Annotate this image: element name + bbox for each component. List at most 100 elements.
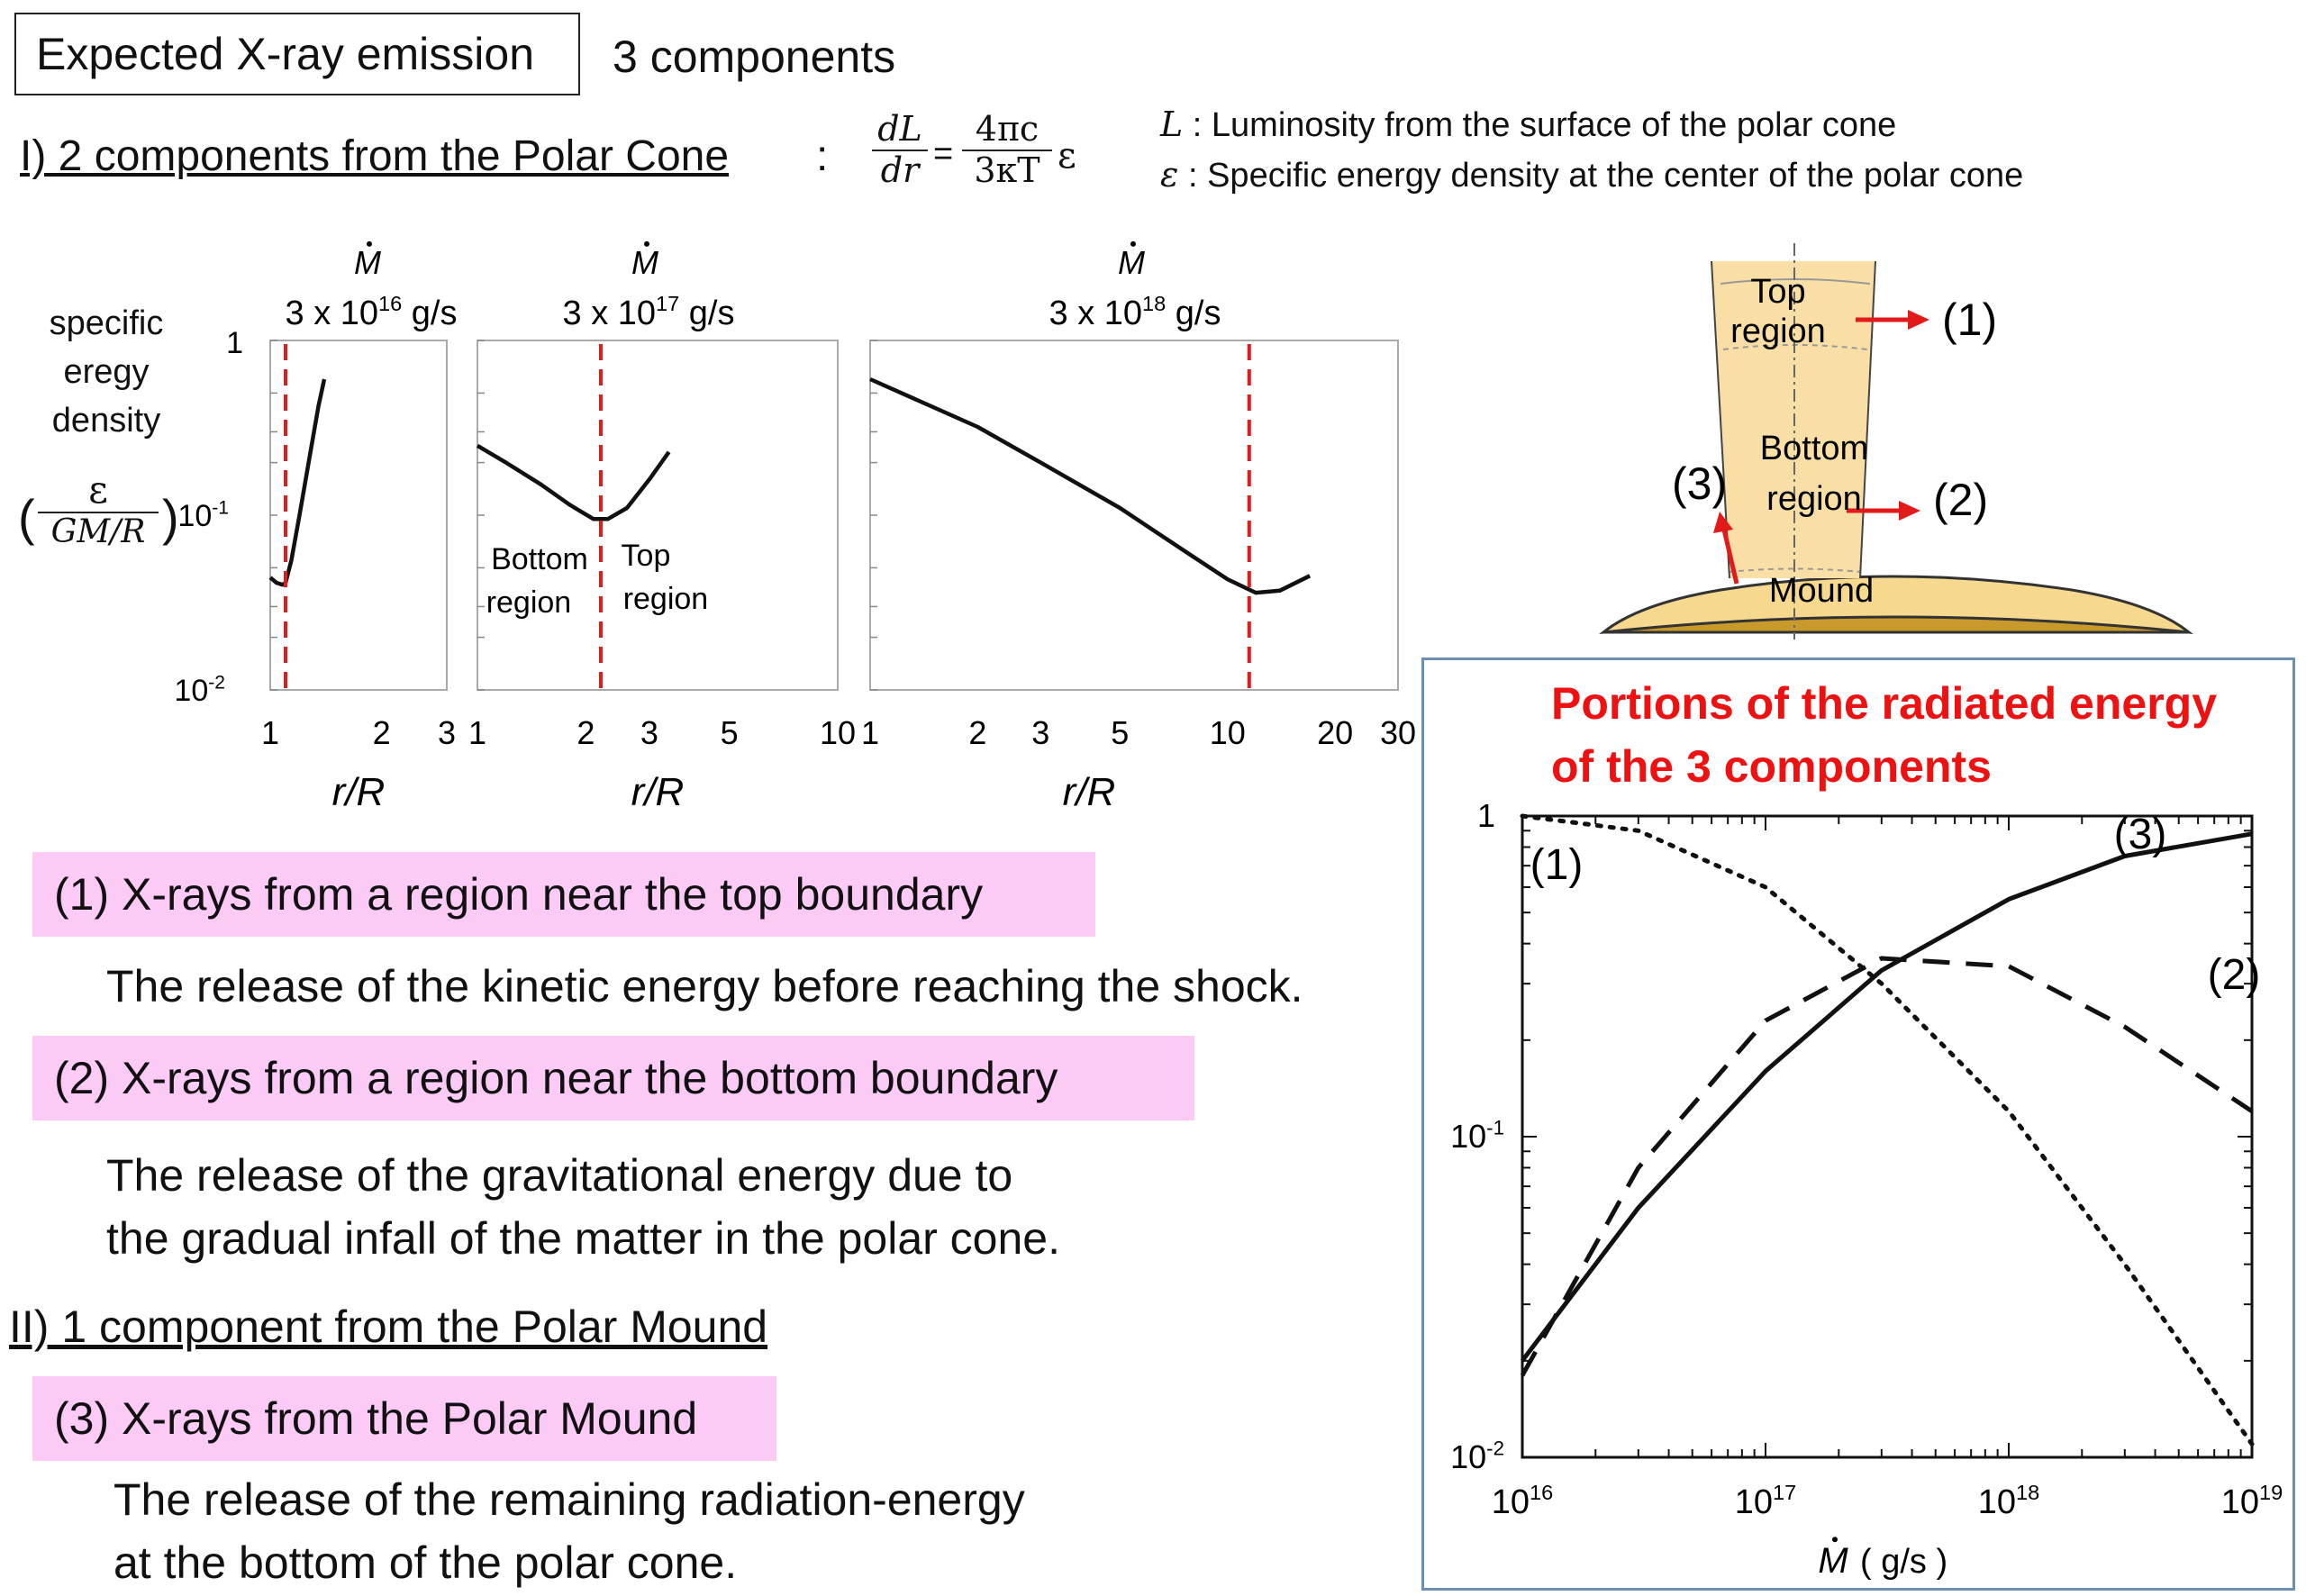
plot-panel-1: 1 2 3 r/R M 3 x 1016 g/s 1 10-1 10-2	[174, 240, 458, 814]
y-tick-label: 10-1	[177, 497, 229, 533]
radiated-energy-chart-layer: 1 10-1 10-2 1016 1017 1018 1019 M ( g/s ) (1) (2) (…	[1450, 797, 2283, 1581]
eq-lhs-den: dr	[880, 150, 920, 190]
eq-lhs: dL dr	[872, 109, 928, 190]
mdot-symbol-letter: M	[1118, 244, 1145, 281]
mdot-symbol-letter: M	[631, 244, 658, 281]
series-label-2: (2)	[2208, 951, 2261, 999]
top-region-label-1: Top	[1750, 273, 1805, 311]
eq-equals: =	[933, 135, 954, 173]
eq-rhs-num: 4πc	[962, 109, 1052, 151]
bottom-region-label-1: Bottom	[1760, 430, 1868, 467]
arrow-2-label: (2)	[1933, 475, 1988, 525]
eq-rhs: 4πc 3κT	[962, 109, 1052, 190]
arrow-1-label: (1)	[1942, 295, 1997, 345]
region-label: region	[623, 582, 709, 616]
plot-panel-2: 1 2 3 5 10 r/R M 3 x 1017 g/s Bottom region Top reg…	[468, 240, 856, 814]
ylabel-line-3: density	[51, 402, 161, 440]
x-tick-label: 5	[721, 714, 739, 751]
section2-heading: II) 1 component from the Polar Mound	[9, 1301, 768, 1352]
y-tick-label: 1	[226, 326, 243, 360]
plot-frame	[477, 340, 839, 691]
definition-epsilon-symbol: ε	[1160, 155, 1179, 195]
bottom-region-label-2: region	[1766, 480, 1862, 518]
series-label-3: (3)	[2114, 811, 2167, 858]
x-tick-label: 30	[1380, 714, 1416, 751]
x-tick-label: 1017	[1735, 1481, 1796, 1521]
cone-right-wall	[1859, 260, 1876, 579]
x-tick-label: 3	[640, 714, 658, 751]
plot-title: 3 x 1016 g/s	[286, 292, 458, 332]
mdot-axis-symbol: M	[1818, 1537, 1848, 1581]
mdot-axis-symbol-dot	[1832, 1537, 1838, 1543]
definition-epsilon: ε : Specific energy density at the cente…	[1160, 155, 2023, 195]
y-tick-label: 10-2	[1450, 1437, 1504, 1475]
x-axis-unit: ( g/s )	[1860, 1543, 1947, 1581]
item2-body-1: The release of the gravitational energy …	[106, 1150, 1013, 1201]
ylabel-formula-den: GM/R	[50, 513, 146, 551]
eq-epsilon: ε	[1058, 135, 1076, 177]
x-tick-label: 1	[468, 714, 486, 751]
mdot-symbol: M	[1118, 240, 1145, 281]
item3-body-1: The release of the remaining radiation-e…	[113, 1474, 1025, 1525]
cone-bottom-divider	[1728, 567, 1862, 573]
x-axis-label: r/R	[332, 770, 386, 814]
ylabel-formula-num: ε	[38, 467, 159, 514]
arrow-3-label: (3)	[1672, 458, 1727, 509]
specific-energy-density-label: specific eregy density	[27, 299, 186, 445]
series-line-1	[1520, 813, 2255, 1446]
region-label: Top	[622, 539, 671, 573]
radiated-energy-chart-title: Portions of the radiated energy of the 3…	[1551, 678, 2218, 792]
item3-body-2: at the bottom of the polar cone.	[113, 1537, 738, 1588]
eq-lhs-num: dL	[872, 109, 928, 151]
arrow-3-shaft	[1721, 529, 1739, 585]
eq-rhs-den: 3κT	[974, 150, 1040, 190]
small-plots-layer: 1 2 3 r/R M 3 x 1016 g/s 1 10-1 10-2 1 2 3 5 10 r/R M 3 …	[174, 240, 1416, 814]
region-label: region	[486, 585, 572, 620]
section1-heading: I) 2 components from the Polar Cone	[20, 131, 729, 181]
x-tick-label: 1	[861, 714, 879, 751]
ylabel-formula: ( ε GM/R )	[18, 467, 180, 576]
ylabel-fraction: ε GM/R	[38, 467, 159, 551]
energy-density-curve	[869, 376, 1312, 595]
x-tick-label: 20	[1317, 714, 1353, 751]
plot-panel-3: 1 2 3 5 10 20 30 r/R M 3 x 1018 g/s	[861, 240, 1416, 814]
definition-L-text: : Luminosity from the surface of the pol…	[1192, 106, 1897, 144]
plot-title: 3 x 1018 g/s	[1049, 292, 1221, 332]
item2-header: (2) X-rays from a region near the bottom…	[32, 1036, 1194, 1120]
arrow-1-icon	[1908, 310, 1929, 330]
x-tick-label: 10	[820, 714, 856, 751]
x-tick-label: 3	[1031, 714, 1049, 751]
plot-title: 3 x 1017 g/s	[563, 292, 735, 332]
arrow-3-icon	[1713, 512, 1733, 533]
mound-label: Mound	[1769, 572, 1874, 610]
x-axis-label: r/R	[1063, 770, 1116, 814]
title-text: Expected X-ray emission	[36, 29, 535, 79]
series-line-2	[1520, 956, 2254, 1377]
x-tick-label: 2	[373, 714, 391, 751]
mdot-axis-symbol-letter: M	[1818, 1541, 1848, 1581]
subtitle: 3 components	[613, 32, 896, 82]
definition-L: L : Luminosity from the surface of the p…	[1160, 104, 1896, 145]
mdot-symbol-dot	[367, 240, 372, 247]
item2-body-2: the gradual infall of the matter in the …	[106, 1213, 1060, 1264]
item3-header: (3) X-rays from the Polar Mound	[32, 1376, 776, 1461]
definition-epsilon-text: : Specific energy density at the center …	[1187, 157, 2024, 195]
title-box: Expected X-ray emission	[14, 13, 580, 95]
radiated-energy-chart-box	[1421, 657, 2295, 1591]
series-label-1: (1)	[1530, 841, 1584, 889]
y-tick-label: 1	[1477, 797, 1495, 834]
arrow-2-icon	[1899, 501, 1920, 521]
ylabel-line-1: specific	[49, 304, 164, 342]
x-tick-label: 2	[968, 714, 986, 751]
x-tick-label: 1018	[1978, 1481, 2039, 1521]
item1-body: The release of the kinetic energy before…	[106, 961, 1303, 1011]
x-axis-label: r/R	[631, 770, 685, 814]
definition-L-symbol: L	[1160, 104, 1184, 144]
ylabel-paren-open: (	[18, 489, 35, 546]
chart-frame	[1521, 814, 2254, 1459]
mdot-symbol: M	[631, 240, 658, 281]
energy-density-curve	[268, 378, 327, 587]
mdot-symbol-letter: M	[354, 244, 381, 281]
x-tick-label: 1	[261, 714, 279, 751]
